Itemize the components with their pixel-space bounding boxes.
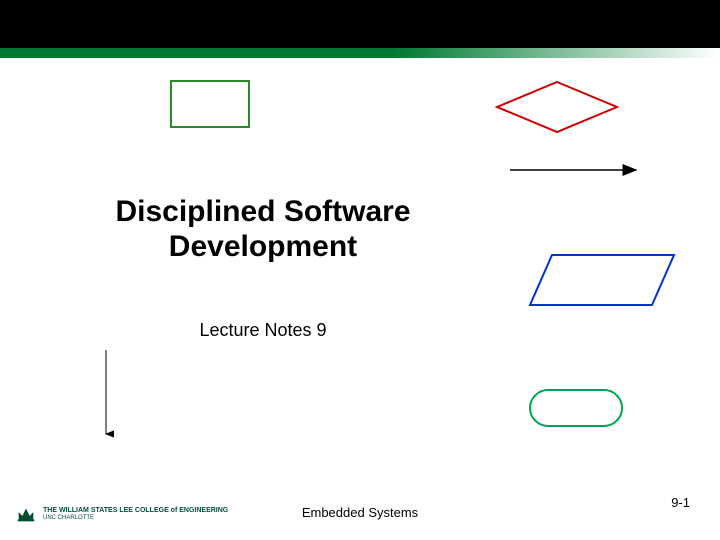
crown-icon <box>15 503 37 525</box>
top-black-bar <box>0 0 720 48</box>
io-parallelogram-icon <box>528 253 676 307</box>
footer-logo: THE WILLIAM STATES LEE COLLEGE of ENGINE… <box>15 503 228 525</box>
logo-text: THE WILLIAM STATES LEE COLLEGE of ENGINE… <box>43 507 228 521</box>
logo-line1: THE WILLIAM STATES LEE COLLEGE of ENGINE… <box>43 507 228 515</box>
slide-title: Disciplined Software Development <box>108 195 418 264</box>
process-rectangle-icon <box>170 80 250 128</box>
gradient-bar <box>0 48 720 58</box>
decision-diamond-icon <box>495 80 619 134</box>
page-number: 9-1 <box>671 495 690 510</box>
logo-line2: UNC CHARLOTTE <box>43 515 228 522</box>
slide-subtitle: Lecture Notes 9 <box>108 320 418 341</box>
horizontal-arrow-icon <box>508 162 644 178</box>
vertical-arrow-icon <box>98 348 114 444</box>
terminator-rounded-rect-icon <box>528 388 624 428</box>
